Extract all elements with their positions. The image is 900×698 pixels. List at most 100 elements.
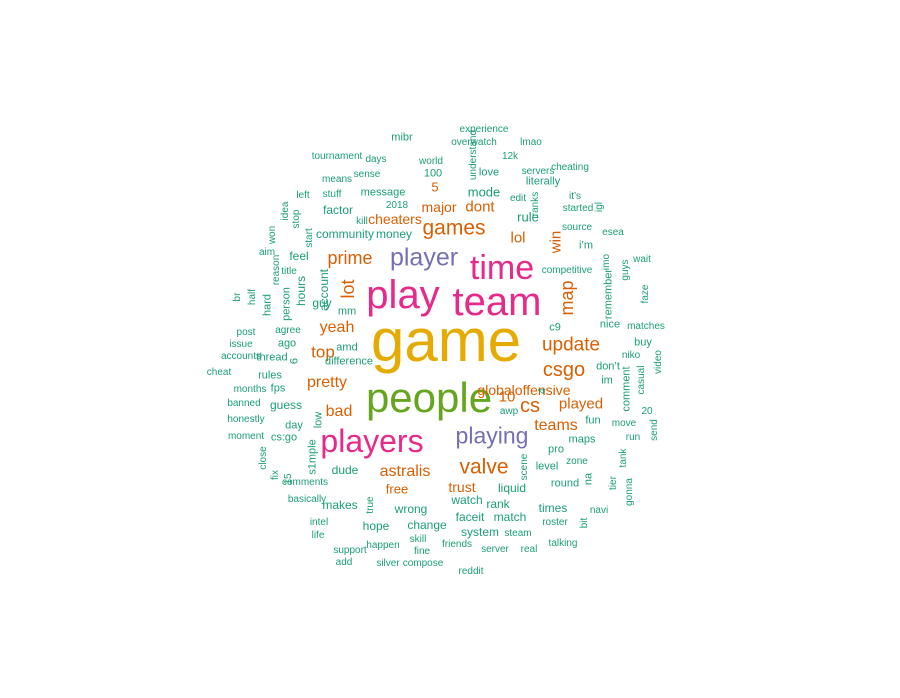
word-gonna: gonna [624,478,635,506]
word-played: played [558,395,604,413]
word-hours: hours [294,275,308,307]
word-esea: esea [602,227,624,238]
word-players: players [320,423,424,459]
word-astralis: astralis [379,463,431,480]
word-it-s: it’s [568,191,582,202]
word-steam: steam [504,528,532,539]
word-low: low [312,411,325,429]
word-major: major [421,199,457,215]
word-fps: fps [270,382,286,395]
word-life: life [311,530,325,541]
word-rules: rules [258,369,282,382]
word-buy: buy [634,336,652,349]
word-banned: banned [227,398,261,409]
word-game: game [370,307,522,374]
word-compose: compose [402,558,444,569]
word-started: started [562,203,594,214]
word-mode: mode [467,184,501,200]
word-top: top [311,342,335,362]
word-faceit: faceit [455,510,485,524]
word-faze: faze [640,284,651,304]
word-true: true [365,496,376,514]
word-moment: moment [227,431,265,442]
word-run: run [625,432,641,443]
word-community: community [315,227,375,241]
word-guy: guy [312,296,332,310]
word-casual: casual [636,365,647,395]
word-play: play [366,273,440,317]
word-accounts: accounts [220,351,262,362]
word-level: level [535,460,559,473]
word-agree: agree [275,325,301,336]
word-video: video [653,350,664,374]
word-edit: edit [509,193,527,204]
word-games: games [422,216,486,240]
word-rule: rule [517,209,539,225]
word-support: support [333,545,367,556]
word-left: left [296,190,310,201]
word-match: match [493,510,527,524]
word-source: source [561,222,593,233]
word-remember: remember [602,268,615,320]
word-nice: nice [599,318,621,331]
word-player: player [389,243,459,272]
word-dude: dude [331,463,359,477]
word-person: person [280,287,293,321]
word-pro: pro [548,443,564,456]
word-system: system [460,525,500,539]
word-makes: makes [322,498,358,512]
word-mm: mm [337,305,357,318]
word-honestly: honestly [227,414,265,425]
word-idea: idea [280,201,291,221]
word-lmao: lmao [520,137,542,148]
word-imo: imo [601,253,612,271]
word-niko: niko [621,350,641,361]
word-post: post [236,327,256,338]
word-add: add [335,557,353,568]
word-overwatch: overwatch [451,137,497,148]
word-guys: guys [620,259,631,281]
word-tier: tier [608,476,619,490]
word-change: change [407,518,447,532]
word-6: 6 [288,357,301,365]
word-ago: ago [277,337,297,350]
word-days: days [365,154,387,165]
word-don-t: don’t [596,360,620,373]
word-update: update [541,334,601,356]
word-send: send [649,419,660,441]
word-silver: silver [376,558,400,569]
word-5: 5 [431,179,439,195]
word-mibr: mibr [391,131,413,144]
word-trust: trust [448,479,476,495]
word-maps: maps [568,433,596,446]
word-tournament: tournament [311,151,363,162]
word-bit: bit [579,517,590,529]
word-cheat: cheat [206,367,232,378]
word-kill: kill [356,216,368,227]
word-s1mple: s1mple [306,439,319,475]
word-issue: issue [229,339,253,350]
word-fine: fine [413,546,431,557]
word-cs-go: cs:go [270,431,298,444]
word-dont: dont [465,198,495,216]
word-teams: teams [534,417,578,434]
word-cheating: cheating [551,162,589,173]
word-matches: matches [627,321,665,332]
word-difference: difference [324,355,374,368]
word-comments: comments [281,477,329,488]
word-watch: watch [451,493,483,507]
word-prime: prime [327,248,373,268]
word-valve: valve [459,455,509,479]
word-win: win [547,230,565,254]
word-factor: factor [322,203,354,217]
word-2018: 2018 [385,200,409,211]
word-servers: servers [521,166,555,177]
word-real: real [520,544,538,555]
word-experience: experience [459,124,509,135]
word-playing: playing [455,422,529,449]
word-aim: aim [258,247,276,258]
word-navi: navi [589,505,609,516]
word-people: people [365,374,493,421]
word-skill: skill [409,534,427,545]
